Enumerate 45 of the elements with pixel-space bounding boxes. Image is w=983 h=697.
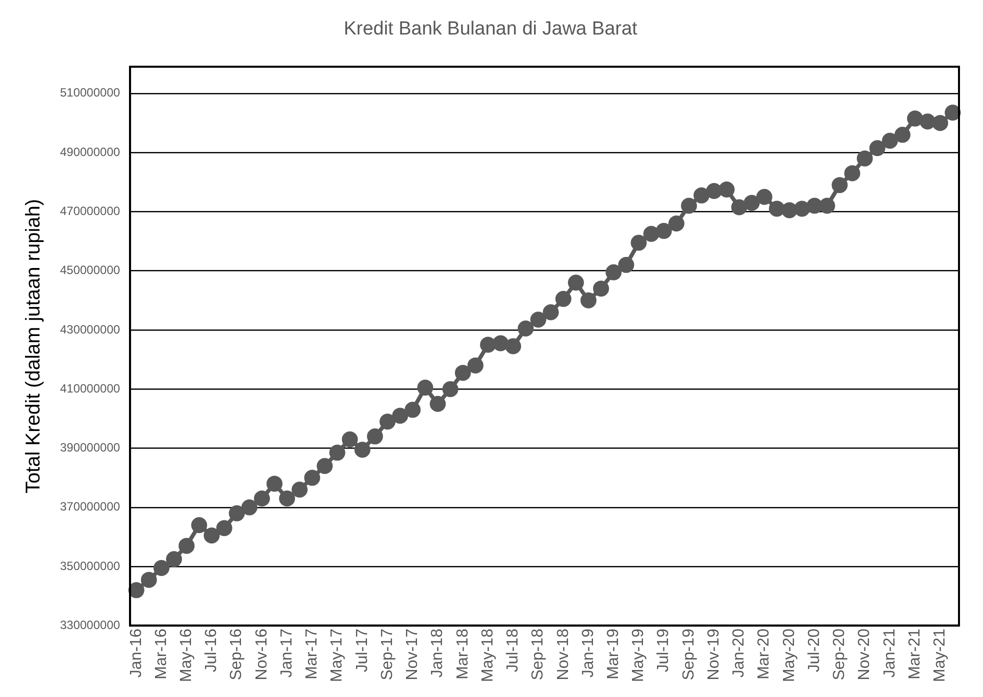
y-tick-label: 350000000 [60,558,120,573]
x-tick-label: Jul-16 [203,628,220,672]
x-tick-label: Sep-16 [228,628,246,680]
x-tick-label: Jul-20 [806,628,823,672]
x-tick-label: Mar-20 [756,628,773,680]
x-tick-label: Mar-21 [906,628,924,680]
x-tick-label: Sep-18 [530,628,547,680]
x-tick-label: Jul-18 [504,628,522,672]
x-tick-label: Jan-17 [278,628,296,678]
y-tick-label: 370000000 [60,500,120,514]
x-tick-label: May-18 [479,628,496,682]
y-tick-label: 330000000 [60,618,120,632]
x-tick-label: Sep-19 [680,628,698,680]
x-tick-label: Jul-19 [655,628,672,672]
x-tick-label: Jan-18 [429,628,446,678]
x-tick-label: Mar-16 [152,628,170,680]
x-tick-label: Mar-17 [304,628,321,680]
y-tick-label: 390000000 [60,440,120,455]
x-tick-label: Jan-21 [881,628,898,678]
x-tick-label: May-19 [630,628,648,682]
x-tick-label: Jul-17 [354,628,371,672]
x-tick-label: May-20 [780,628,798,682]
y-axis-title: Total Kredit (dalam jutaan rupiah) [22,198,45,494]
y-tick-label: 430000000 [60,322,120,336]
x-tick-label: Sep-20 [831,628,848,680]
x-tick-label: Nov-17 [404,628,422,680]
x-tick-label: Sep-17 [378,628,396,680]
x-tick-label: May-21 [932,628,949,682]
x-tick-label: Jan-16 [128,628,145,678]
chart-title: Kredit Bank Bulanan di Jawa Barat [344,18,638,40]
y-tick-label: 490000000 [60,144,120,159]
y-tick-label: 450000000 [60,263,120,278]
x-tick-label: May-17 [328,628,346,682]
x-tick-label: Nov-19 [705,628,722,680]
x-tick-label: Mar-19 [605,628,622,680]
x-tick-label: Nov-18 [554,628,572,680]
x-tick-label: Nov-16 [253,628,270,680]
x-tick-label: May-16 [178,628,195,682]
y-tick-label: 510000000 [60,86,120,100]
y-tick-label: 410000000 [60,381,120,396]
x-tick-label: Jan-19 [580,628,597,678]
x-tick-label: Nov-20 [856,628,874,680]
x-tick-label: Mar-18 [454,628,472,680]
y-tick-label: 470000000 [60,204,120,218]
x-tick-label: Jan-20 [730,628,748,678]
